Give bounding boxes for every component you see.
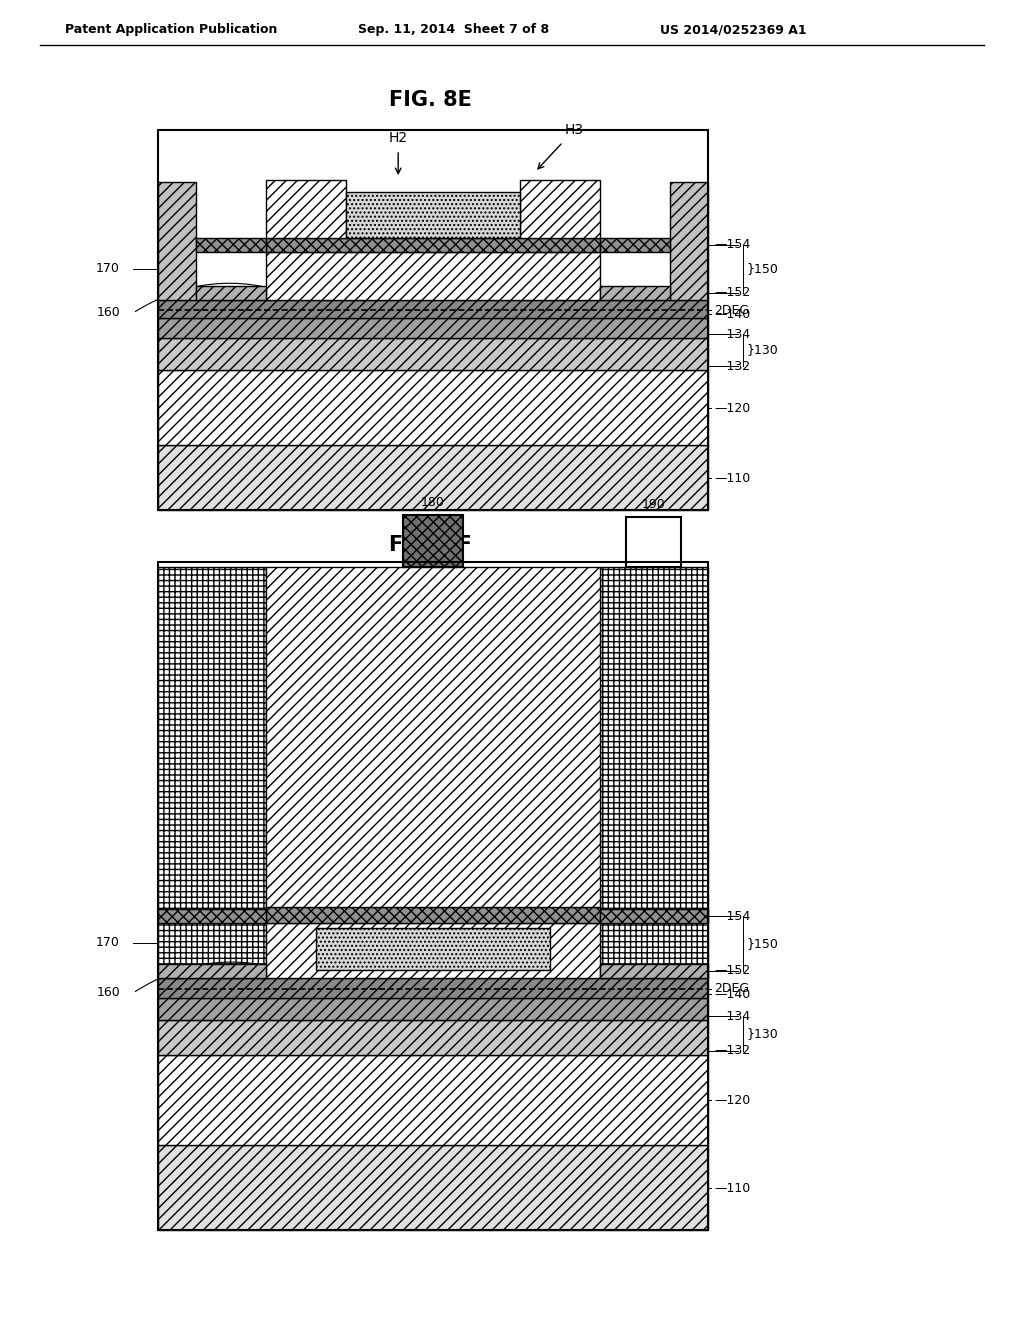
Bar [600, 568, 708, 978]
Bar [600, 909, 708, 923]
Bar [158, 445, 708, 510]
Text: —152: —152 [714, 286, 751, 300]
Bar [266, 907, 600, 923]
Bar [158, 338, 708, 370]
Bar [158, 129, 708, 510]
Bar [196, 238, 266, 252]
Bar [196, 286, 266, 300]
Text: US 2014/0252369 A1: US 2014/0252369 A1 [660, 24, 807, 37]
Bar [266, 923, 600, 978]
Bar [266, 238, 600, 252]
Bar [346, 191, 520, 238]
Bar [158, 998, 708, 1020]
Text: 2DEG: 2DEG [714, 304, 750, 317]
Text: —140: —140 [714, 987, 751, 1001]
Text: 180: 180 [421, 496, 445, 510]
Text: —110: —110 [714, 1181, 751, 1195]
Bar [403, 515, 463, 568]
Text: }150: }150 [746, 937, 778, 950]
Text: —134: —134 [714, 327, 751, 341]
Text: Sep. 11, 2014  Sheet 7 of 8: Sep. 11, 2014 Sheet 7 of 8 [358, 24, 549, 37]
Text: Patent Application Publication: Patent Application Publication [65, 24, 278, 37]
Bar [266, 568, 600, 907]
Bar [158, 1055, 708, 1144]
Text: FIG. 8E: FIG. 8E [388, 90, 471, 110]
Text: —132: —132 [714, 1044, 751, 1057]
Bar [600, 964, 708, 978]
Bar [158, 370, 708, 445]
Text: FIG. 8F: FIG. 8F [388, 535, 471, 554]
Text: —134: —134 [714, 1010, 751, 1023]
Text: }150: }150 [746, 263, 778, 276]
Bar [158, 1020, 708, 1055]
Text: 190: 190 [642, 499, 666, 511]
Bar [158, 978, 708, 998]
Text: H3: H3 [565, 123, 584, 137]
Bar [158, 1144, 708, 1230]
Text: }130: }130 [746, 343, 778, 356]
Bar [158, 182, 196, 300]
Bar [266, 180, 346, 238]
Bar [158, 568, 266, 978]
Text: —132: —132 [714, 359, 751, 372]
Bar [158, 300, 708, 318]
Text: 160: 160 [96, 986, 120, 999]
Text: 160: 160 [96, 306, 120, 319]
Text: —140: —140 [714, 308, 751, 321]
Bar [316, 928, 550, 970]
Text: —154: —154 [714, 239, 751, 252]
Text: —120: —120 [714, 1093, 751, 1106]
Text: —110: —110 [714, 471, 751, 484]
Text: }130: }130 [746, 1027, 778, 1040]
Bar [520, 180, 600, 238]
Bar [158, 318, 708, 338]
Bar [670, 182, 708, 300]
Bar [626, 517, 681, 568]
Text: H2: H2 [389, 131, 408, 145]
Bar [158, 562, 708, 1230]
Text: 170: 170 [96, 263, 120, 276]
Bar [600, 286, 670, 300]
Text: 170: 170 [96, 936, 120, 949]
Text: —154: —154 [714, 909, 751, 923]
Bar [158, 964, 266, 978]
Text: 2DEG: 2DEG [714, 982, 750, 995]
Bar [600, 238, 670, 252]
Text: —152: —152 [714, 965, 751, 978]
Bar [158, 909, 266, 923]
Bar [266, 252, 600, 300]
Text: —120: —120 [714, 401, 751, 414]
